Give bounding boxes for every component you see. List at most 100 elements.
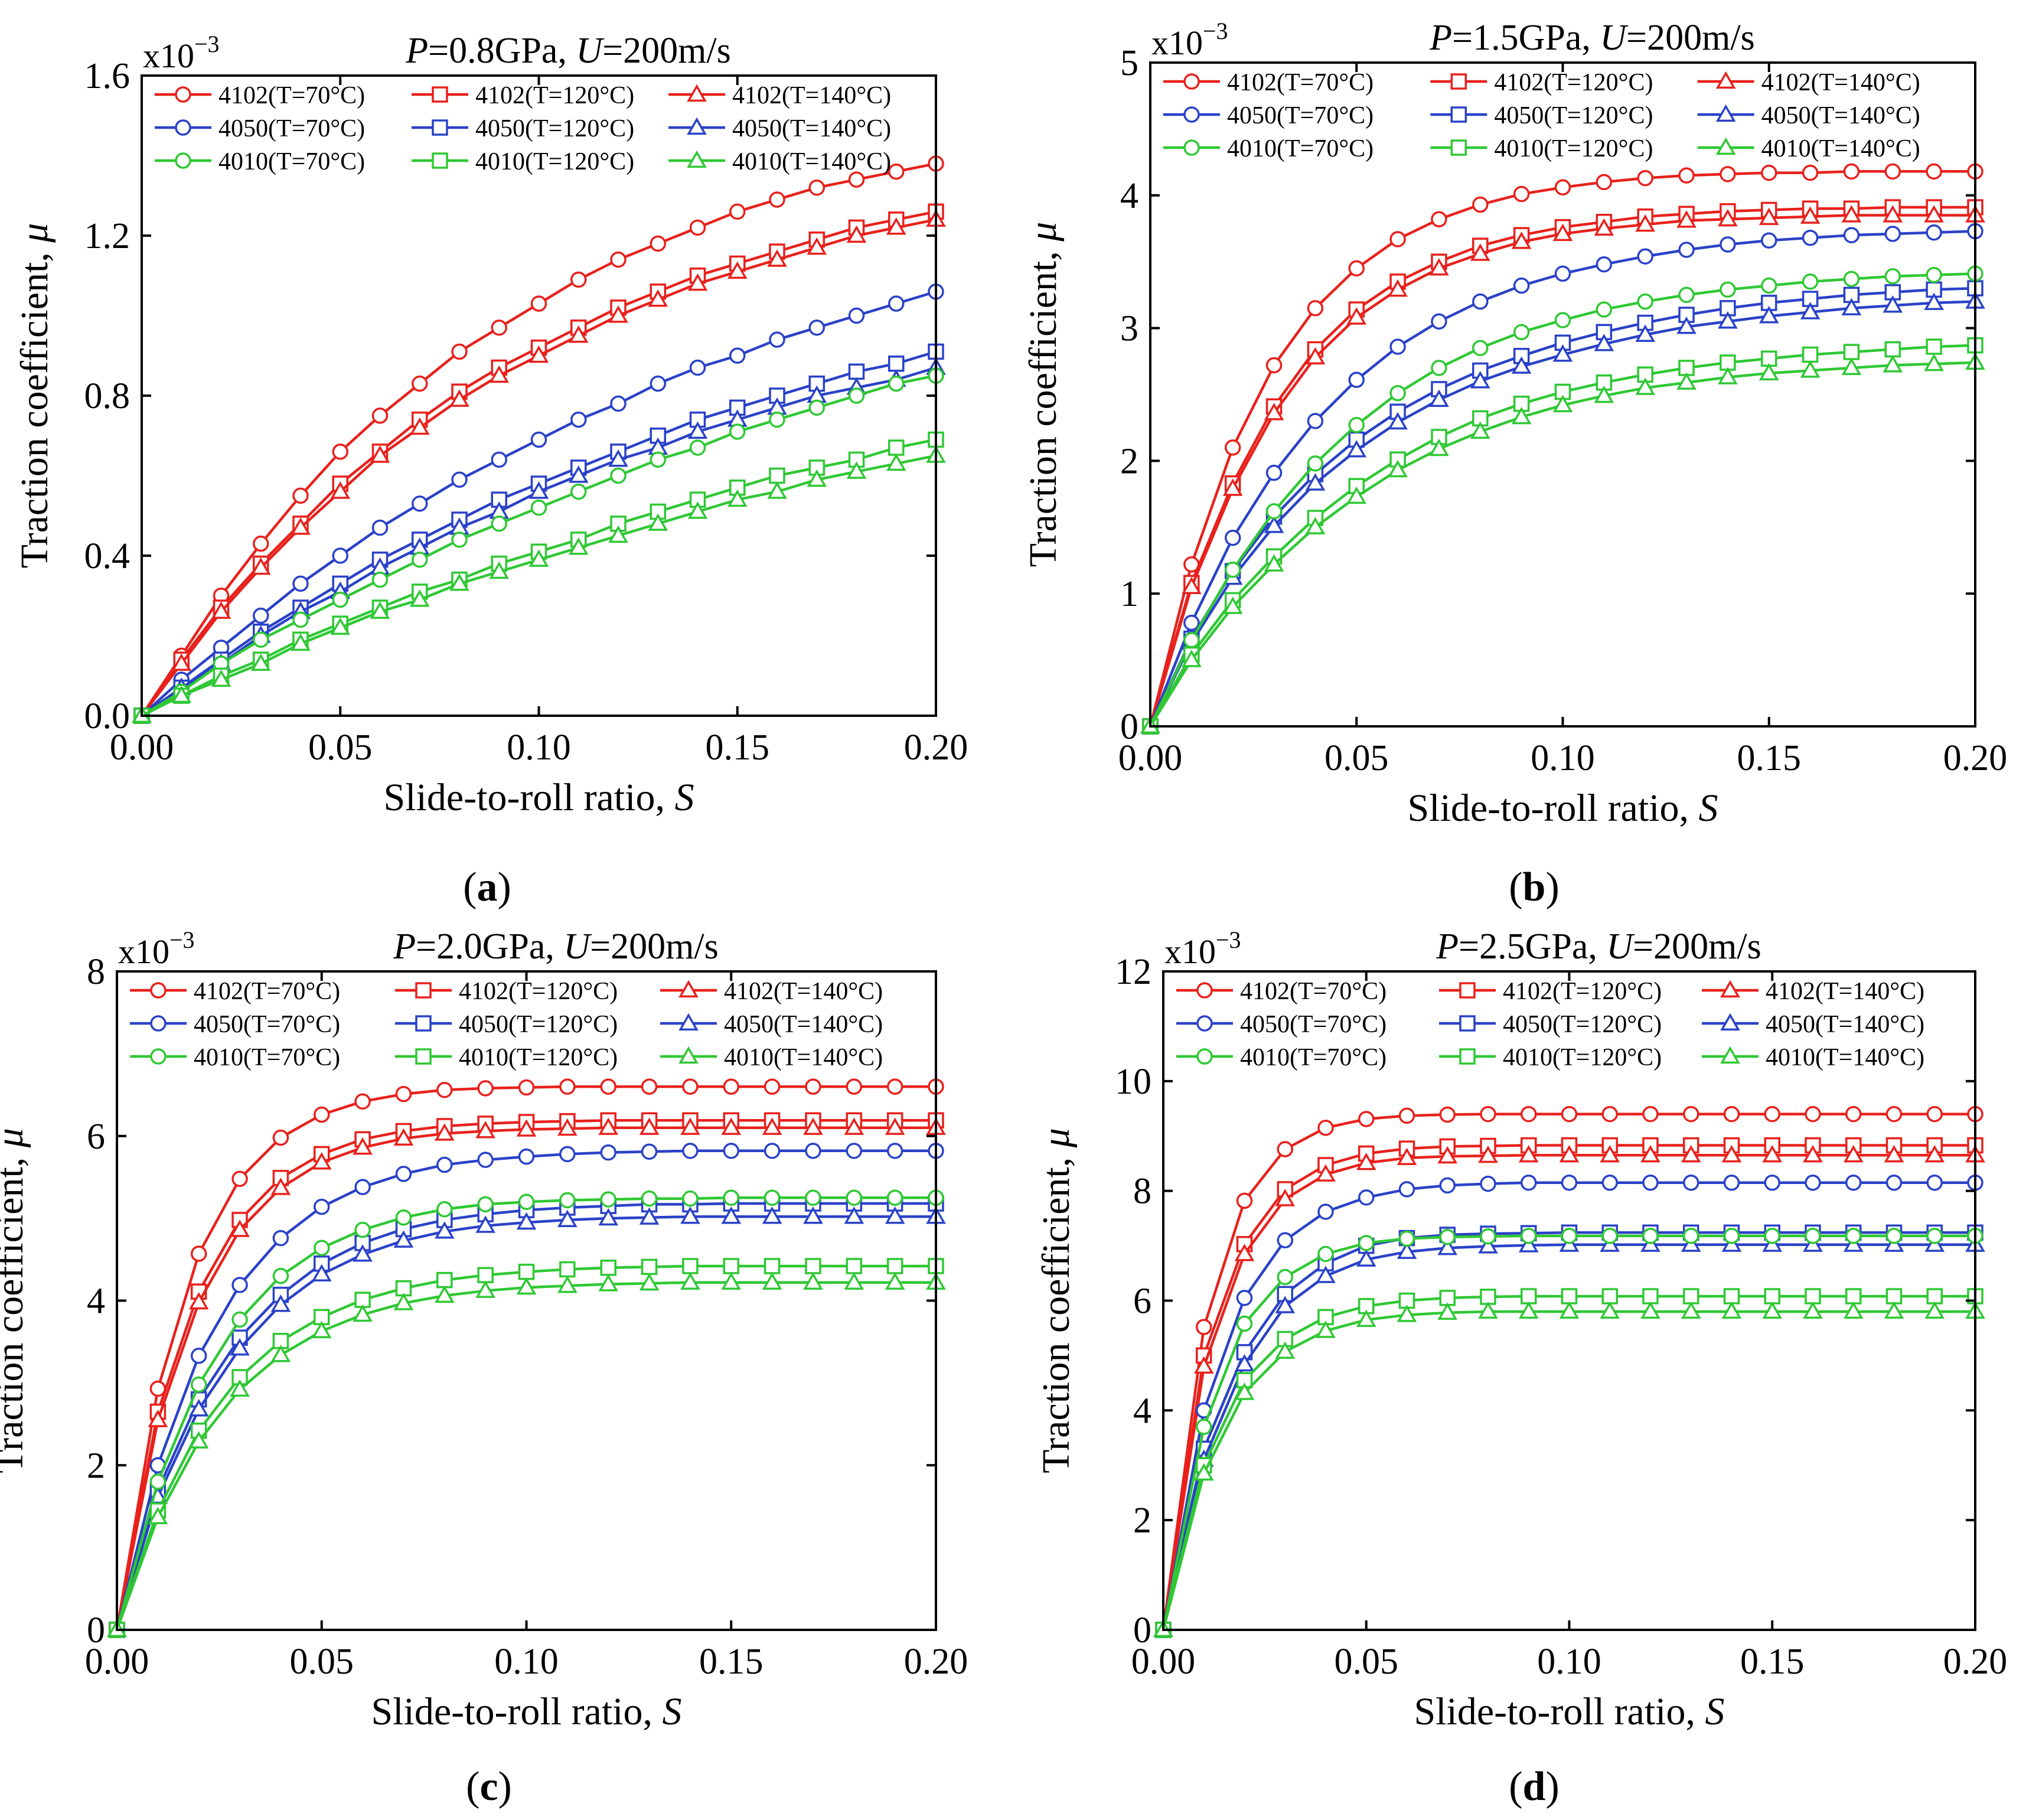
data-point [844, 1206, 864, 1224]
legend-entry: 4010(T=120°C) [412, 148, 634, 175]
data-point [516, 1212, 537, 1230]
data-point [1843, 227, 1860, 243]
data-point [598, 1117, 619, 1135]
series-d-3 [1155, 1174, 1983, 1638]
data-point [1397, 1147, 1417, 1166]
data-point [1637, 169, 1653, 187]
data-point [1358, 1189, 1375, 1206]
data-point [1885, 1174, 1903, 1191]
chart-title: P=0.8GPa, U=200m/s [405, 31, 730, 71]
x-tick-label: 0.00 [110, 728, 174, 768]
legend-label: 4050(T=140°C) [732, 115, 891, 142]
x-tick-label: 0.20 [904, 1642, 968, 1682]
legend-entry: 4050(T=140°C) [660, 1011, 883, 1038]
data-point [171, 685, 192, 703]
data-point [805, 1258, 821, 1274]
data-point [1307, 300, 1324, 317]
data-point [1640, 1301, 1660, 1319]
data-point [846, 1258, 863, 1274]
data-point [1843, 270, 1860, 288]
data-point [436, 1156, 453, 1173]
data-point [1480, 1105, 1496, 1123]
data-point [477, 1152, 494, 1168]
y-axis-label: Traction coefficient, μ [1022, 222, 1065, 567]
data-point [648, 513, 668, 531]
y-tick-label: 6 [87, 1117, 105, 1157]
data-point [188, 1399, 209, 1417]
data-point [1718, 311, 1738, 329]
data-point [641, 1258, 658, 1276]
data-point [1884, 1144, 1904, 1163]
series-c-0 [109, 1078, 944, 1638]
data-point [1720, 166, 1736, 182]
data-point [1388, 412, 1408, 430]
title-u-symbol: U [576, 31, 605, 71]
data-point [848, 171, 865, 188]
series-c-2 [107, 1117, 946, 1638]
data-point [1193, 1356, 1214, 1374]
data-point [1637, 366, 1653, 383]
data-point [1431, 313, 1447, 330]
y-tick-label: 0 [1133, 1610, 1151, 1651]
data-point [393, 1128, 414, 1146]
data-point [1802, 346, 1819, 363]
data-point [568, 325, 589, 343]
data-point [848, 363, 865, 380]
data-point [557, 1276, 578, 1293]
data-point [1236, 1290, 1253, 1306]
data-point [762, 1206, 782, 1224]
data-point [1845, 1228, 1862, 1244]
data-point [1439, 1177, 1456, 1194]
data-point [1926, 1105, 1943, 1123]
legend-entry: 4050(T=120°C) [395, 1011, 618, 1038]
data-point [723, 1078, 739, 1095]
data-point [314, 1198, 330, 1215]
data-point [489, 365, 510, 383]
y-axis-label-var: μ [1022, 222, 1065, 242]
data-point [477, 1267, 494, 1284]
legend-label: 4102(T=140°C) [724, 978, 883, 1005]
data-point [886, 1078, 903, 1095]
data-point [1926, 1174, 1943, 1191]
data-point [1317, 1120, 1334, 1136]
data-point [475, 1280, 495, 1298]
data-point [848, 387, 865, 404]
data-point [332, 443, 348, 460]
legend-marker [415, 1048, 432, 1065]
data-point [846, 225, 867, 243]
axis-multiplier: x10−3 [143, 31, 220, 75]
data-point [1761, 277, 1777, 294]
series-d-8 [1153, 1301, 1985, 1638]
data-point [1802, 164, 1819, 181]
legend-entry: 4050(T=120°C) [412, 115, 634, 142]
data-point [528, 481, 549, 499]
data-point [1559, 1144, 1580, 1163]
data-point [1305, 473, 1326, 491]
data-point [570, 271, 587, 288]
data-point [1518, 1144, 1539, 1163]
legend-entry: 4102(T=140°C) [1702, 978, 1924, 1005]
legend-label: 4102(T=120°C) [1494, 69, 1653, 96]
x-tick-label: 0.15 [1737, 738, 1802, 778]
data-point [353, 1137, 373, 1155]
legend-entry: 4050(T=140°C) [1702, 1011, 1924, 1038]
data-point [682, 1143, 699, 1159]
data-point [1561, 1288, 1578, 1304]
x-tick-label: 0.00 [1118, 738, 1183, 778]
data-point [1265, 503, 1283, 520]
data-point [1601, 1288, 1618, 1304]
data-point [1883, 295, 1903, 313]
data-point [1356, 1309, 1376, 1328]
legend-marker [150, 982, 167, 999]
legend-entry: 4010(T=120°C) [395, 1044, 618, 1071]
legend-marker [1450, 73, 1467, 90]
data-point [680, 1272, 700, 1290]
data-point [330, 481, 351, 499]
title-p-symbol: P [393, 927, 416, 967]
caption-letter: d [1523, 1764, 1546, 1809]
data-point [1389, 338, 1406, 355]
data-point [844, 1272, 864, 1290]
data-point [1316, 1320, 1336, 1338]
data-point [1346, 440, 1367, 458]
legend-label: 4102(T=70°C) [1227, 69, 1373, 96]
